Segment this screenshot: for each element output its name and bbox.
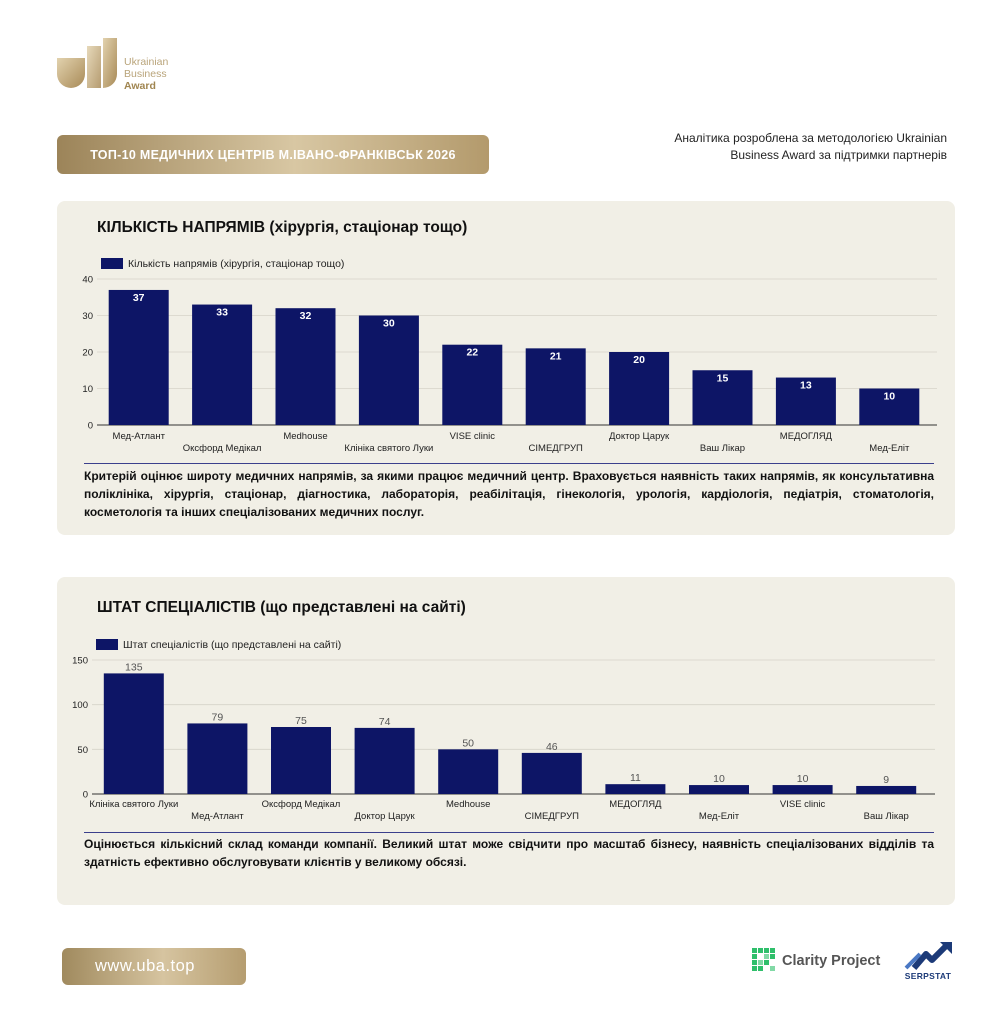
website-link[interactable]: www.uba.top	[62, 948, 246, 985]
data-label: 15	[717, 372, 729, 384]
bar	[859, 388, 920, 425]
bar	[108, 289, 169, 425]
x-tick-label: Клініка святого Луки	[89, 799, 178, 810]
uba-logo	[57, 38, 117, 88]
serpstat-name: SERPSTAT	[904, 971, 952, 981]
serpstat-chart-icon	[904, 942, 952, 970]
data-label: 30	[383, 318, 395, 330]
data-label: 33	[216, 307, 228, 319]
bar	[187, 723, 248, 794]
bar	[689, 785, 749, 794]
data-label: 50	[462, 737, 474, 749]
analytics-note-line-1: Аналітика розроблена за методологією Ukr…	[674, 131, 947, 145]
clarity-grid-icon	[752, 948, 775, 971]
data-label: 10	[713, 773, 725, 785]
y-tick-label: 0	[83, 790, 88, 801]
data-label: 74	[379, 716, 391, 728]
x-tick-label: Ваш Лікар	[700, 443, 745, 454]
directions-card: КІЛЬКІСТЬ НАПРЯМІВ (хірургія, стаціонар …	[57, 201, 955, 535]
data-label: 10	[797, 773, 809, 785]
logo-line-1: Ukrainian	[124, 56, 169, 68]
bar	[275, 308, 336, 425]
data-label: 37	[133, 292, 145, 304]
legend-label: Штат спеціалістів (що представлені на са…	[123, 639, 341, 651]
legend-swatch	[96, 639, 118, 650]
bar	[192, 304, 253, 425]
x-tick-label: Мед-Еліт	[699, 811, 740, 822]
bar	[103, 673, 164, 794]
staff-bar-chart: 0 50 100 150 Штат спеціалістів (що представл…	[72, 639, 935, 822]
x-tick-label: Мед-Атлант	[112, 431, 165, 442]
x-tick-label: Мед-Атлант	[191, 811, 244, 822]
bar	[772, 785, 833, 794]
bar	[692, 370, 753, 425]
serpstat-logo: SERPSTAT	[900, 940, 958, 982]
directions-card-title: КІЛЬКІСТЬ НАПРЯМІВ (хірургія, стаціонар …	[97, 219, 468, 236]
x-tick-label: Оксфорд Медікал	[262, 799, 341, 810]
logo-wordmark: Ukrainian Business Award	[124, 56, 168, 92]
data-label: 75	[295, 715, 307, 727]
data-label: 21	[550, 350, 562, 362]
data-label: 46	[546, 741, 558, 753]
data-label: 9	[883, 774, 889, 786]
x-tick-label: МЕДОГЛЯД	[780, 431, 833, 442]
staff-description: Оцінюється кількісний склад команди комп…	[84, 837, 934, 869]
directions-description: Критерій оцінює широту медичних напрямів…	[84, 469, 934, 519]
logo-line-3: Award	[124, 80, 156, 92]
x-tick-label: СІМЕДГРУП	[525, 811, 579, 822]
x-tick-label: Оксфорд Медікал	[183, 443, 262, 454]
data-label: 135	[125, 661, 143, 673]
data-label: 10	[883, 391, 895, 403]
logo-line-2: Business	[124, 68, 167, 80]
bar	[354, 727, 415, 794]
x-tick-label: МЕДОГЛЯД	[609, 799, 662, 810]
y-tick-label: 30	[82, 311, 93, 322]
bar	[775, 377, 836, 425]
x-tick-label: Клініка святого Луки	[344, 443, 433, 454]
clarity-project-logo: Clarity Project	[752, 948, 880, 974]
bar	[525, 348, 586, 425]
bar	[271, 727, 331, 794]
x-tick-label: Мед-Еліт	[869, 443, 910, 454]
bar	[521, 752, 582, 794]
staff-card-title: ШТАТ СПЕЦІАЛІСТІВ (що представлені на са…	[97, 599, 466, 616]
x-tick-label: Medhouse	[283, 431, 327, 442]
legend-swatch	[101, 258, 123, 269]
x-tick-label: Ваш Лікар	[864, 811, 909, 822]
y-tick-label: 0	[88, 421, 93, 432]
page-title: ТОП-10 МЕДИЧНИХ ЦЕНТРІВ М.ІВАНО-ФРАНКІВС…	[57, 135, 489, 174]
x-tick-label: Доктор Царук	[609, 431, 670, 442]
y-tick-label: 10	[82, 384, 93, 395]
analytics-note-line-2: Business Award за підтримки партнерів	[730, 148, 947, 162]
y-tick-label: 20	[82, 348, 93, 359]
directions-divider	[84, 463, 934, 464]
analytics-note: Аналітика розроблена за методологією Ukr…	[627, 130, 947, 164]
data-label: 79	[212, 711, 224, 723]
staff-card: ШТАТ СПЕЦІАЛІСТІВ (що представлені на са…	[57, 577, 955, 905]
directions-bar-chart: 0 10 20 30 40 Кількість напрямів (хірургія, с…	[82, 258, 937, 454]
y-tick-label: 40	[82, 275, 93, 286]
data-label: 13	[800, 380, 812, 392]
x-tick-label: Доктор Царук	[355, 811, 416, 822]
data-label: 32	[300, 310, 312, 322]
y-tick-label: 150	[72, 656, 88, 667]
legend-label: Кількість напрямів (хірургія, стаціонар …	[128, 258, 344, 270]
y-tick-label: 50	[77, 745, 88, 756]
bar	[856, 785, 917, 794]
bar	[605, 784, 666, 794]
bar	[442, 344, 503, 425]
bar	[609, 352, 670, 425]
staff-divider	[84, 832, 934, 833]
data-label: 11	[630, 772, 641, 784]
y-tick-label: 100	[72, 700, 88, 711]
x-tick-label: VISE clinic	[780, 799, 826, 810]
clarity-project-name: Clarity Project	[782, 953, 881, 969]
x-tick-label: СІМЕДГРУП	[529, 443, 583, 454]
bar	[438, 749, 499, 794]
x-tick-label: VISE clinic	[450, 431, 496, 442]
data-label: 22	[466, 347, 478, 359]
x-tick-label: Medhouse	[446, 799, 490, 810]
data-label: 20	[633, 354, 645, 366]
bar	[358, 315, 419, 425]
